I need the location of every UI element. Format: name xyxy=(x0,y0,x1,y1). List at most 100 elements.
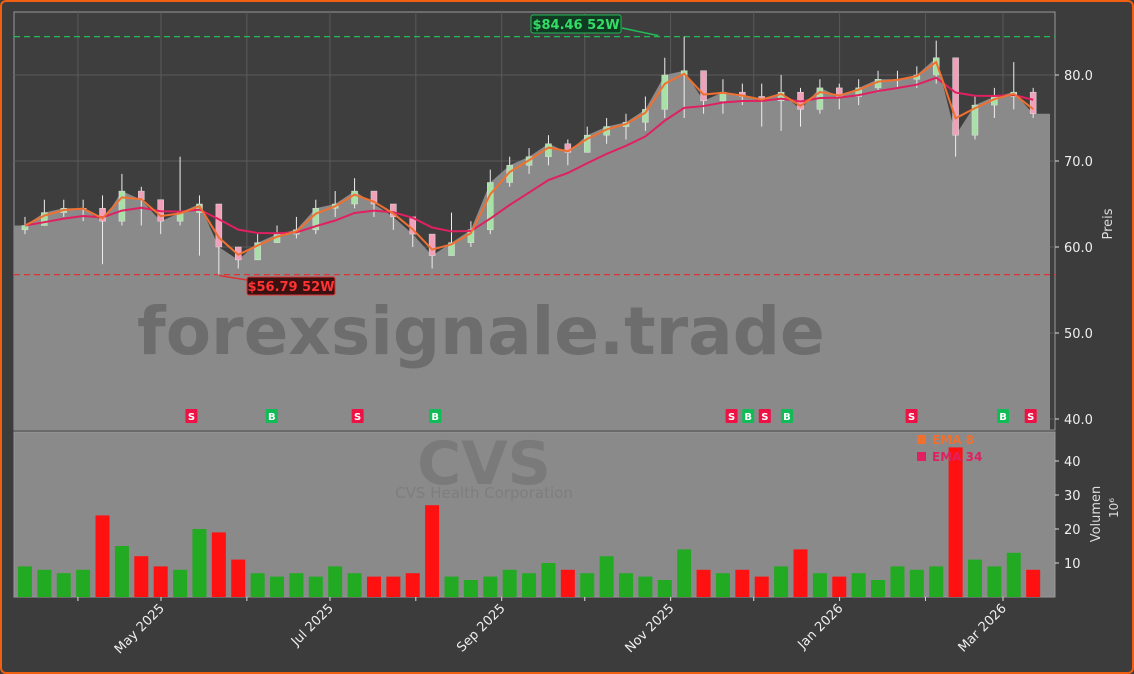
signal-label: S xyxy=(728,412,735,423)
volume-bar xyxy=(696,569,711,597)
volume-bar xyxy=(735,569,750,597)
candle-body xyxy=(254,242,261,261)
volume-bar xyxy=(599,556,614,597)
volume-bar xyxy=(270,576,285,597)
legend-label: EMA 34 xyxy=(932,450,982,464)
volume-bar xyxy=(754,576,769,597)
candle-body xyxy=(370,190,378,205)
signal-label: B xyxy=(783,412,791,423)
candle-body xyxy=(312,208,320,231)
volume-bar xyxy=(444,576,459,597)
volume-bar xyxy=(619,573,634,597)
sell-signal-marker xyxy=(905,409,918,423)
volume-bar xyxy=(173,569,188,597)
ema-34-line xyxy=(24,76,1034,235)
x-tick-label: Mar 2026 xyxy=(956,601,1010,655)
volume-bar xyxy=(909,569,924,597)
volume-bar xyxy=(987,566,1002,597)
volume-bar xyxy=(405,573,420,597)
buy-signal-marker xyxy=(429,409,442,423)
volume-bar xyxy=(153,566,168,597)
price-tick-label: 60.0 xyxy=(1064,241,1093,256)
candle-body xyxy=(351,190,358,205)
price-tick-label: 80.0 xyxy=(1064,69,1093,84)
sell-signal-marker xyxy=(351,409,364,423)
volume-bar xyxy=(289,573,304,597)
candle-body xyxy=(41,212,48,226)
volume-bar xyxy=(328,566,343,597)
candle-body xyxy=(971,104,979,136)
candle-body xyxy=(428,233,436,256)
volume-bar xyxy=(851,573,866,597)
volume-bar xyxy=(541,563,556,597)
volume-bar xyxy=(386,576,401,597)
sell-signal-marker xyxy=(1024,409,1037,423)
volume-tick-label: 20 xyxy=(1064,523,1081,538)
volume-bar xyxy=(308,576,323,597)
volume-bar xyxy=(502,569,517,597)
volume-bar xyxy=(890,566,905,597)
x-tick-label: Jan 2026 xyxy=(795,601,847,653)
legend-swatch xyxy=(917,435,926,444)
candle-body xyxy=(448,242,455,256)
candle-body xyxy=(855,87,862,97)
volume-bar xyxy=(929,566,944,597)
company-watermark: CVS Health Corporation xyxy=(395,484,573,502)
volume-bar xyxy=(211,532,226,597)
candle-body xyxy=(215,203,223,248)
candle-body xyxy=(467,229,475,243)
x-tick-label: Sep 2025 xyxy=(454,601,508,655)
volume-axis-label: Volumen xyxy=(1089,486,1104,543)
volume-bar xyxy=(134,556,149,597)
x-tick-label: Nov 2025 xyxy=(623,601,678,656)
sell-signal-marker xyxy=(185,409,198,423)
buy-signal-marker xyxy=(997,409,1009,423)
candle-body xyxy=(487,182,494,231)
volume-bar xyxy=(1006,552,1021,597)
x-tick-label: Jul 2025 xyxy=(288,601,337,650)
buy-signal-marker xyxy=(265,409,278,423)
watermark: forexsignale.trade xyxy=(137,293,825,370)
volume-bar xyxy=(250,573,265,597)
volume-bar xyxy=(37,569,52,597)
candle-body xyxy=(952,57,959,136)
volume-bar xyxy=(657,580,672,597)
price-tick-label: 70.0 xyxy=(1064,155,1093,170)
volume-bar xyxy=(638,576,653,597)
legend-label: EMA 8 xyxy=(932,433,974,447)
candle-body xyxy=(700,70,707,102)
candle-body xyxy=(661,74,669,110)
sell-signal-marker xyxy=(758,409,771,423)
buy-signal-marker xyxy=(780,409,793,423)
volume-bar xyxy=(95,515,110,597)
candle-body xyxy=(642,109,649,123)
volume-axis-unit: 10⁶ xyxy=(1107,498,1121,518)
volume-bar xyxy=(832,576,847,597)
buy-signal-marker xyxy=(742,409,755,423)
signal-label: B xyxy=(744,412,752,423)
volume-bar xyxy=(425,505,440,597)
candle-body xyxy=(1029,91,1037,114)
x-tick-label: May 2025 xyxy=(112,601,168,657)
signal-label: B xyxy=(431,412,439,423)
ema-8-line xyxy=(24,60,1034,256)
volume-bar xyxy=(366,576,381,597)
volume-bar xyxy=(522,573,537,597)
volume-bar xyxy=(1026,569,1041,597)
volume-bar xyxy=(56,573,71,597)
volume-bar xyxy=(76,569,91,597)
ticker-watermark: CVS xyxy=(417,429,551,499)
price-axis-label: Preis xyxy=(1101,208,1116,239)
candle-body xyxy=(932,57,940,76)
volume-bar xyxy=(948,447,963,597)
volume-bar xyxy=(192,529,207,597)
volume-bar xyxy=(463,580,478,597)
signal-label: S xyxy=(188,412,195,423)
volume-tick-label: 10 xyxy=(1064,557,1081,572)
candle-body xyxy=(545,143,552,157)
volume-bar xyxy=(715,573,730,597)
volume-bar xyxy=(967,559,982,597)
candle-body xyxy=(118,190,126,222)
